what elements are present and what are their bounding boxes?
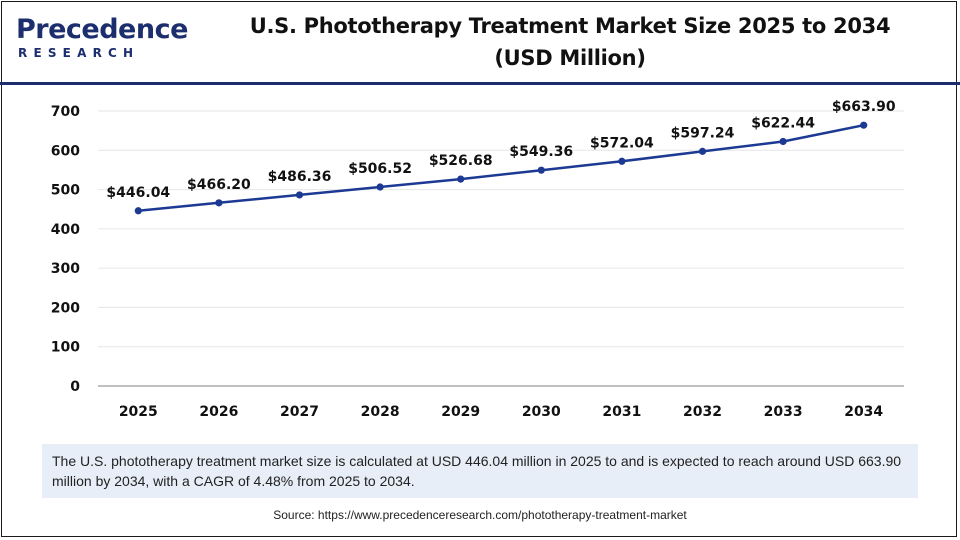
data-point (457, 175, 465, 183)
title-line-2: (USD Million) (494, 46, 646, 70)
logo-brand: Precedence (16, 14, 188, 45)
data-point (779, 137, 787, 146)
source-citation: Source: https://www.precedenceresearch.c… (0, 508, 960, 522)
data-label: $486.36 (268, 169, 332, 185)
header: Precedence RESEARCH U.S. Phototherapy Tr… (0, 0, 960, 84)
x-tick-label: 2034 (844, 404, 883, 420)
y-tick-label: 600 (51, 143, 80, 159)
data-point (537, 166, 545, 174)
y-tick-label: 100 (51, 340, 80, 356)
data-label: $526.68 (429, 153, 493, 169)
x-tick-label: 2029 (441, 404, 480, 420)
logo-subtitle: RESEARCH (18, 46, 140, 60)
page-title: U.S. Phototherapy Treatment Market Size … (200, 10, 940, 74)
data-point (215, 199, 223, 207)
y-tick-label: 500 (51, 183, 80, 199)
y-tick-label: 400 (51, 222, 80, 238)
source-text: Source: https://www.precedenceresearch.c… (273, 508, 687, 522)
title-line-1: U.S. Phototherapy Treatment Market Size … (249, 14, 891, 38)
axis-layer: 0 100 200 300 400 500 600 700 2025 2026 2027 2028 20… (51, 104, 904, 420)
data-label: $622.44 (751, 115, 815, 131)
data-label: $466.20 (187, 177, 251, 193)
y-tick-label: 700 (51, 104, 80, 120)
series-layer (134, 121, 868, 215)
summary-text: The U.S. phototherapy treatment market s… (52, 453, 902, 489)
x-tick-label: 2032 (683, 404, 722, 420)
y-tick-label: 0 (70, 379, 80, 395)
data-point (618, 157, 626, 165)
x-tick-label: 2033 (764, 404, 803, 420)
line-chart: 0 100 200 300 400 500 600 700 2025 2026 2027 2028 20… (51, 99, 904, 420)
x-tick-label: 2026 (199, 404, 238, 420)
data-label: $506.52 (348, 161, 412, 177)
series-line (138, 123, 864, 213)
data-point (376, 183, 384, 191)
summary-note: The U.S. phototherapy treatment market s… (42, 444, 918, 498)
data-label: $597.24 (671, 125, 735, 141)
label-layer: $446.04 $466.20 $486.36 $506.52 $526.68 $549.… (106, 99, 895, 201)
data-point (698, 147, 707, 155)
x-tick-label: 2028 (361, 404, 400, 420)
logo: Precedence RESEARCH (16, 14, 188, 66)
x-tick-label: 2025 (119, 404, 158, 420)
x-tick-label: 2027 (280, 404, 319, 420)
y-tick-label: 300 (51, 261, 80, 277)
data-label: $549.36 (509, 144, 573, 160)
header-divider (0, 82, 960, 85)
data-label: $572.04 (590, 135, 654, 151)
data-point (134, 207, 142, 215)
data-label: $663.90 (832, 99, 896, 115)
grid-layer (98, 110, 904, 348)
data-point (860, 121, 868, 129)
data-label: $446.04 (106, 185, 170, 201)
x-tick-label: 2030 (522, 404, 561, 420)
x-tick-label: 2031 (602, 404, 641, 420)
y-tick-label: 200 (51, 300, 80, 316)
data-point (295, 191, 304, 199)
